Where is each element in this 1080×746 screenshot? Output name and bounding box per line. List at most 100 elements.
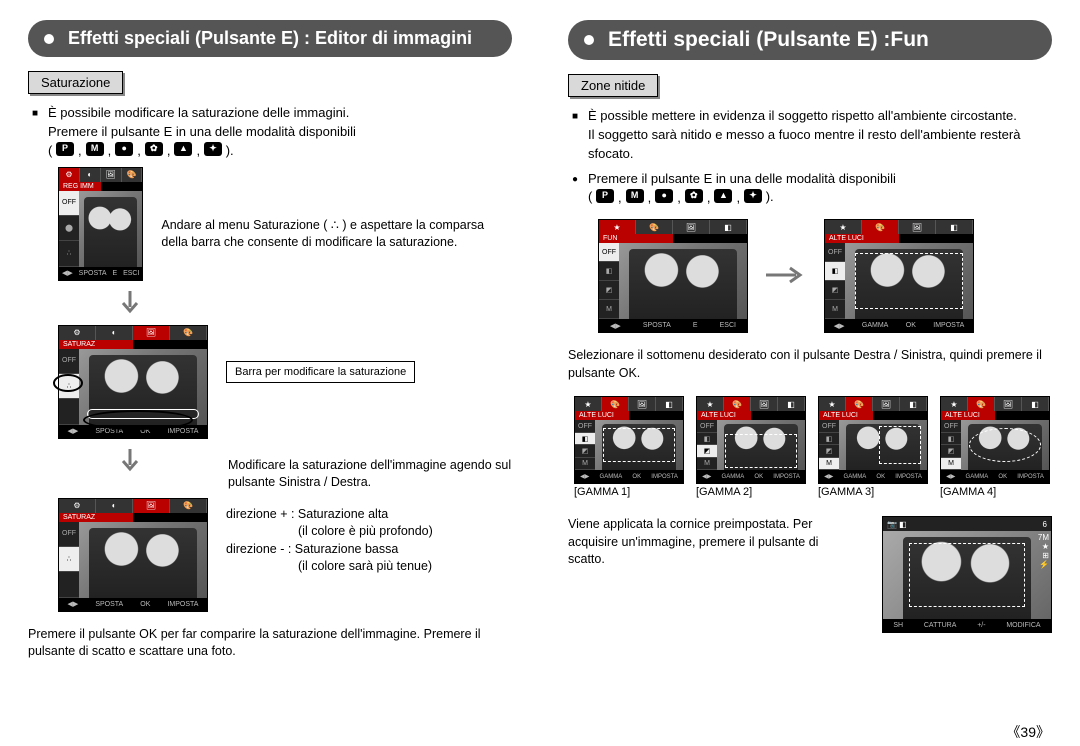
screen-tab-icon: 🖼: [101, 168, 122, 182]
screen-tab-active: ★: [599, 220, 636, 234]
preview-image: [619, 243, 747, 319]
screen-tab-icon: ◧: [936, 220, 973, 234]
screen-tab-icon: ◐: [96, 326, 133, 340]
footer-label: SH: [891, 622, 905, 629]
screen-tab-icon: 🎨: [122, 168, 143, 182]
right-section-tag: Zone nitide: [568, 74, 658, 97]
page-number: 《39》: [1006, 722, 1050, 742]
sidebar-item: OFF: [825, 243, 845, 262]
sidebar-item: M: [825, 300, 845, 319]
dir-minus-sub: (il colore sarà più tenue): [226, 559, 432, 573]
screen-tab-icon: ⚙: [59, 326, 96, 340]
preview-image: [79, 191, 142, 267]
sidebar-item: [59, 572, 79, 597]
left-intro: ■ È possibile modificare la saturazione …: [28, 104, 512, 161]
lcd-screenshot-b: ★ 🎨 🖼 ◧ ALTE LUCI OFF ◧ ◩ M: [824, 219, 974, 333]
footer-label: +/-: [975, 622, 987, 629]
right-mid-text: Selezionare il sottomenu desiderato con …: [568, 347, 1052, 382]
pill-dot-icon: [44, 34, 54, 44]
footer-nav-icon: ◀▶: [60, 269, 75, 277]
lcd-screenshot-1: ⚙ ◐ 🖼 🎨 REG IMM OFF ⬤ ∴ ◀▶ SPOSTA: [58, 167, 143, 281]
gamma-label: [GAMMA 2]: [696, 486, 806, 498]
sidebar-item: ◩: [825, 281, 845, 300]
screen-mode-label: SATURAZ: [59, 513, 133, 522]
gamma-header: ALTE LUCI: [575, 411, 629, 420]
sidebar-item: ◧: [599, 262, 619, 281]
screen-tab-icon: ◐: [80, 168, 101, 182]
screen-tab-active: 🖼: [133, 499, 170, 513]
right-title: Effetti speciali (Pulsante E) :Fun: [608, 28, 929, 51]
left-closing: Premere il pulsante OK per far comparire…: [28, 626, 512, 661]
gamma-header: ALTE LUCI: [819, 411, 873, 420]
left-intro-line1: È possibile modificare la saturazione de…: [48, 105, 349, 120]
mode-icon: ✦: [204, 142, 222, 156]
sidebar-item: ⬤: [59, 216, 79, 241]
left-title-pill: Effetti speciali (Pulsante E) : Editor d…: [28, 20, 512, 57]
preview-image: [845, 243, 973, 319]
screen-tab-active: 🎨: [862, 220, 899, 234]
lcd-screenshot-3: ⚙ ◐ 🖼 🎨 SATURAZ OFF ∴ ◀▶ SPOSTA: [58, 498, 208, 612]
step1-text: Andare al menu Saturazione ( ∴ ) e aspet…: [161, 217, 512, 252]
screen-tab-icon: 🖼: [673, 220, 710, 234]
footer-nav-icon: ◀▶: [66, 600, 81, 608]
footer-label: SPOSTA: [641, 322, 673, 329]
sidebar-item: ∴: [59, 547, 79, 572]
dir-minus: direzione - : Saturazione bassa: [226, 542, 398, 556]
mode-icon: P: [56, 142, 74, 156]
gamma-header: ALTE LUCI: [697, 411, 751, 420]
gamma-label: [GAMMA 3]: [818, 486, 928, 498]
gamma-header: ALTE LUCI: [941, 411, 995, 420]
sidebar-item: OFF: [59, 522, 79, 547]
sidebar-item: OFF: [59, 191, 79, 216]
step2-text-b: pulsante Sinistra / Destra.: [228, 475, 371, 489]
selection-frame: [909, 543, 1025, 607]
right-column: Effetti speciali (Pulsante E) :Fun Zone …: [540, 0, 1080, 746]
screen-tab-icon: ★: [825, 220, 862, 234]
mode-icon: P: [596, 189, 614, 203]
footer-label: OK: [904, 322, 918, 329]
mode-icon: ▲: [714, 189, 732, 203]
mode-icon: ✦: [744, 189, 762, 203]
footer-label: SPOSTA: [77, 270, 109, 277]
gamma-screenshot: ★🎨🖼◧ ALTE LUCI OFF◧◩M ◀▶GAMMAOKIMPOSTA: [574, 396, 684, 484]
footer-label: IMPOSTA: [931, 322, 966, 329]
mode-icon: M: [626, 189, 644, 203]
footer-label: CATTURA: [922, 622, 959, 629]
screen-tab-active: ⚙: [59, 168, 80, 182]
screen-tab-icon: 🎨: [636, 220, 673, 234]
footer-label: GAMMA: [860, 322, 890, 329]
footer-label: SPOSTA: [93, 601, 125, 608]
sidebar-item: ∴: [59, 241, 79, 266]
screen-mode-label: REG IMM: [59, 182, 101, 191]
footer-nav-icon: ◀▶: [832, 322, 847, 330]
shot-count: 6: [1043, 520, 1047, 529]
right-intro3: Premere il pulsante E in una delle modal…: [588, 171, 896, 186]
sidebar-item: OFF: [599, 243, 619, 262]
screen-tab-icon: 🎨: [170, 326, 207, 340]
mode-icon: ●: [115, 142, 133, 156]
screen-tab-icon: ◐: [96, 499, 133, 513]
gamma-row: ★🎨🖼◧ ALTE LUCI OFF◧◩M ◀▶GAMMAOKIMPOSTA […: [574, 396, 1052, 498]
footer-label: IMPOSTA: [165, 601, 200, 608]
sidebar-item: ◩: [599, 281, 619, 300]
footer-label: ESCI: [121, 270, 141, 277]
left-column: Effetti speciali (Pulsante E) : Editor d…: [0, 0, 540, 746]
screen-mode-label: SATURAZ: [59, 340, 133, 349]
right-closing: Viene applicata la cornice preimpostata.…: [568, 516, 858, 569]
footer-label: MODIFICA: [1004, 622, 1042, 629]
screen-tab-icon: ⚙: [59, 499, 96, 513]
preview-image: [79, 522, 207, 598]
right-intro2: Il soggetto sarà nitido e messo a fuoco …: [588, 127, 1020, 161]
gamma-label: [GAMMA 4]: [940, 486, 1050, 498]
lcd-screenshot-2: ⚙ ◐ 🖼 🎨 SATURAZ OFF ∴: [58, 325, 208, 439]
footer-nav-icon: ◀▶: [66, 427, 81, 435]
footer-label: E: [691, 322, 700, 329]
round-bullet-icon: ●: [572, 173, 578, 188]
camera-icon: 📷 ◧: [887, 520, 907, 529]
dir-plus-sub: (il colore è più profondo): [226, 524, 433, 538]
gamma-screenshot: ★🎨🖼◧ ALTE LUCI OFF◧◩M ◀▶GAMMAOKIMPOSTA: [818, 396, 928, 484]
square-bullet-icon: ■: [572, 110, 578, 125]
right-intro: ■ È possible mettere in evidenza il sogg…: [568, 107, 1052, 164]
footer-label: OK: [138, 601, 152, 608]
pill-dot-icon: [584, 35, 594, 45]
